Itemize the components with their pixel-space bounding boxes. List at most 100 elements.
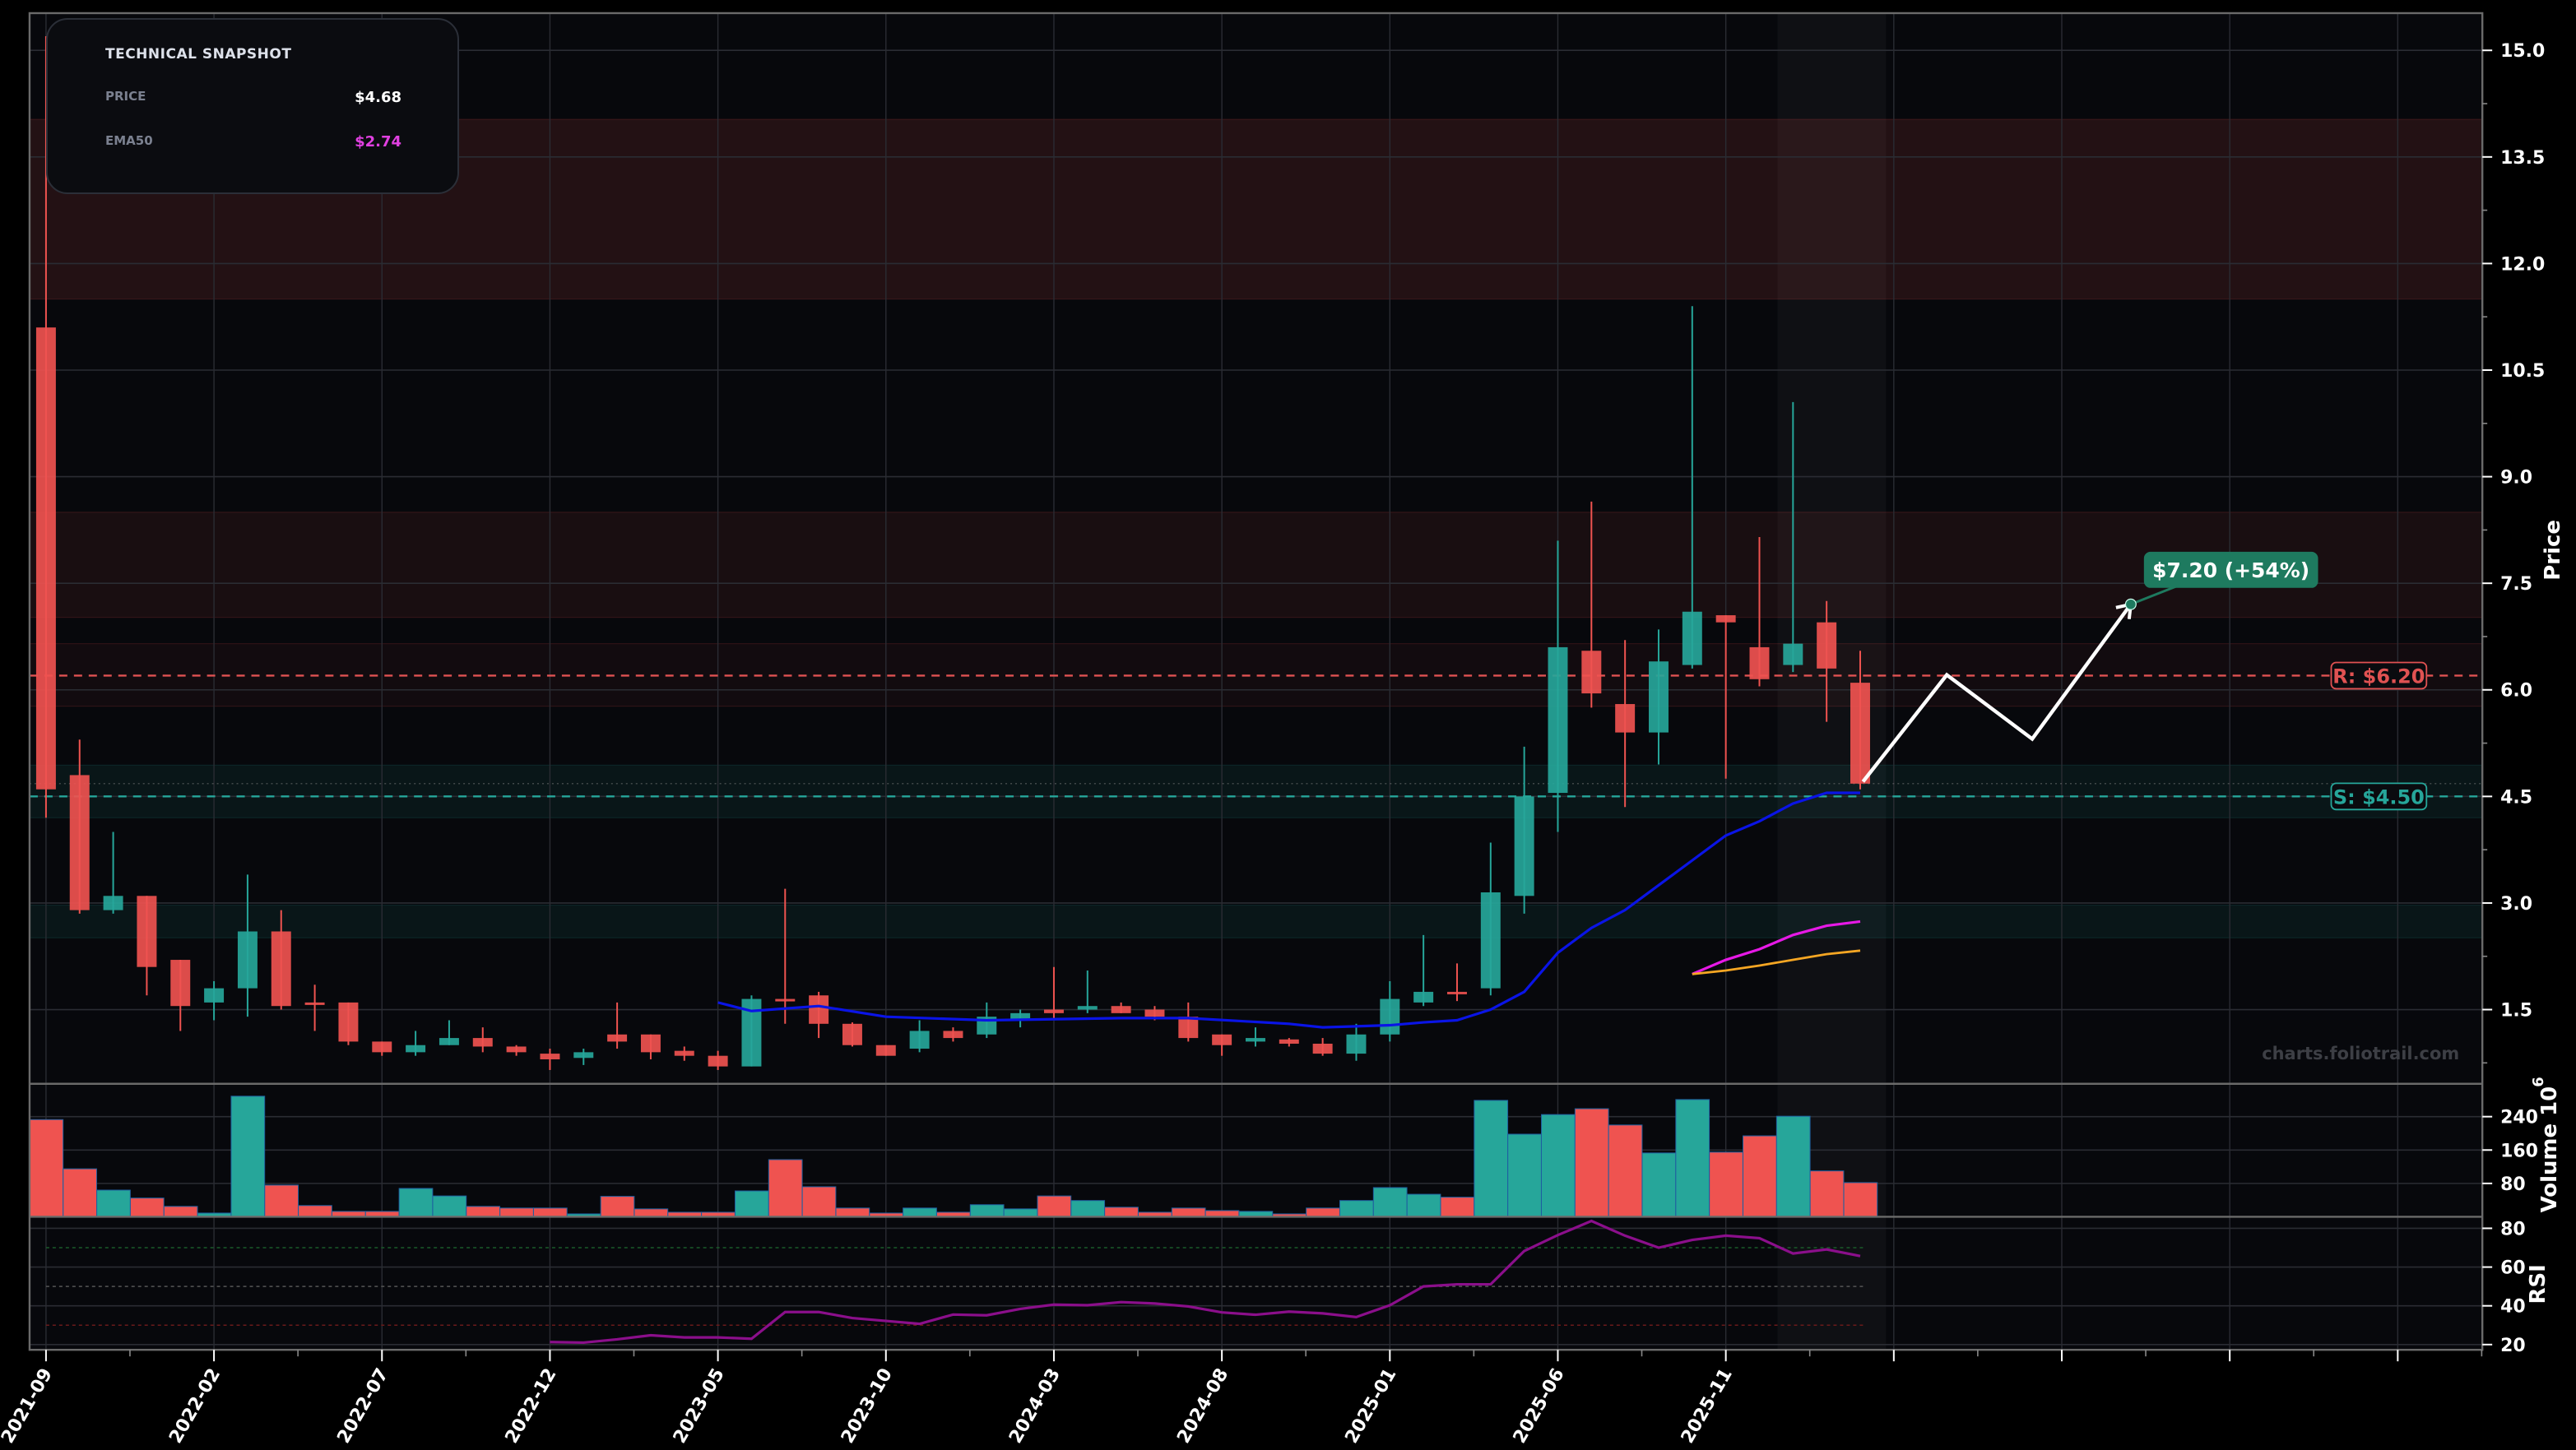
volume-bar	[432, 1195, 467, 1217]
volume-bar	[835, 1207, 870, 1217]
rsi-tick-label: 60	[2500, 1258, 2526, 1279]
time-tick-label: 2022-12	[502, 1365, 561, 1447]
candle-down	[607, 1034, 628, 1042]
zone-resistance	[29, 512, 2483, 618]
candle-down	[1817, 622, 1837, 669]
candle-up	[1346, 1034, 1367, 1054]
candle-up	[1682, 611, 1702, 665]
volume-bar	[903, 1207, 937, 1217]
ema-magenta-line	[1692, 920, 1861, 975]
candle-down	[1581, 651, 1602, 694]
candle-down	[1312, 1043, 1333, 1054]
volume-bar	[1608, 1124, 1643, 1217]
candle-up	[406, 1045, 426, 1053]
time-tick-label: 2024-03	[1005, 1365, 1065, 1447]
price-tick-label: 7.5	[2500, 574, 2532, 595]
candle-up	[1514, 796, 1534, 896]
zone-support	[29, 904, 2483, 938]
time-tick-label: 2025-11	[1678, 1365, 1737, 1447]
candle-down	[35, 327, 56, 790]
volume-bar	[298, 1205, 332, 1217]
zone-support	[29, 764, 2483, 818]
volume-bar	[1541, 1114, 1576, 1217]
watermark: charts.foliotrail.com	[2262, 1044, 2459, 1063]
candle-up	[909, 1031, 930, 1049]
volume-bar	[734, 1190, 769, 1217]
volume-tick-label: 160	[2500, 1141, 2538, 1161]
volume-bar	[1574, 1108, 1609, 1217]
price-tick-label: 3.0	[2500, 894, 2532, 915]
ema-orange-line	[1692, 949, 1861, 975]
volume-bar	[801, 1186, 837, 1217]
candle-down	[1715, 615, 1736, 623]
candle-down	[1111, 1006, 1131, 1013]
target-label-box	[2143, 551, 2318, 588]
candle-down	[1212, 1034, 1232, 1045]
volume-bar	[466, 1206, 501, 1217]
volume-bar	[1507, 1133, 1542, 1217]
support-label-box	[2330, 782, 2428, 811]
volume-exponent: 6	[2530, 1077, 2547, 1087]
candle-down	[69, 775, 90, 910]
volume-bar	[1003, 1208, 1038, 1217]
volume-bar	[768, 1159, 803, 1217]
volume-bar	[1440, 1197, 1475, 1217]
candle-up	[204, 988, 225, 1003]
volume-bar	[63, 1168, 98, 1217]
volume-bar	[1037, 1195, 1072, 1217]
volume-bar	[398, 1188, 434, 1217]
candle-up	[1245, 1038, 1265, 1042]
time-tick-label: 2024-08	[1173, 1365, 1232, 1447]
volume-bar	[1641, 1152, 1677, 1217]
price-tick-label: 15.0	[2500, 41, 2545, 62]
price-tick-label: 4.5	[2500, 787, 2532, 808]
snapshot-price-label: PRICE	[105, 89, 146, 104]
candle-down	[304, 1002, 325, 1005]
time-tick-label: 2023-05	[670, 1365, 729, 1447]
candle-down	[271, 931, 291, 1007]
candle-up	[741, 998, 762, 1067]
price-tick-label: 1.5	[2500, 1001, 2532, 1021]
price-tick-label: 6.0	[2500, 681, 2532, 702]
candle-down	[137, 896, 157, 967]
volume-bar	[600, 1196, 635, 1217]
snapshot-price-value: $4.68	[355, 89, 401, 106]
volume-bar	[163, 1206, 198, 1217]
candle-down	[708, 1055, 728, 1067]
volume-bar	[1171, 1207, 1206, 1217]
projection-path	[1861, 603, 2133, 783]
ema-blue-line	[717, 791, 1860, 1029]
technical-snapshot-panel: TECHNICAL SNAPSHOT PRICE $4.68 EMA50 $2.…	[46, 18, 459, 194]
time-tick-label: 2021-09	[0, 1365, 57, 1447]
volume-bar	[1809, 1170, 1845, 1217]
candle-down	[372, 1041, 392, 1053]
candle-down	[640, 1034, 661, 1053]
candle-down	[1144, 1009, 1165, 1017]
candle-up	[1077, 1006, 1098, 1010]
rsi-tick-label: 20	[2500, 1336, 2526, 1356]
volume-bar	[1474, 1100, 1509, 1217]
volume-bar	[1775, 1115, 1811, 1217]
time-tick-label: 2022-02	[165, 1365, 225, 1447]
volume-bar	[532, 1207, 568, 1217]
candle-down	[1446, 991, 1467, 994]
rsi-tick-label: 40	[2500, 1297, 2526, 1318]
volume-bar	[129, 1198, 165, 1217]
resistance-label-box	[2330, 661, 2428, 690]
time-tick-label: 2025-01	[1341, 1365, 1400, 1447]
volume-bar	[1675, 1099, 1710, 1217]
volume-bar	[1339, 1200, 1374, 1217]
rsi-line	[550, 1219, 1861, 1345]
candle-up	[1010, 1012, 1031, 1021]
candle-down	[1850, 683, 1870, 784]
volume-tick-label: 80	[2500, 1174, 2526, 1195]
price-tick-label: 12.0	[2500, 254, 2545, 275]
price-tick-label: 13.5	[2500, 148, 2545, 169]
volume-axis-title: Volume 10	[2537, 1086, 2562, 1213]
snapshot-ema50-value: $2.74	[355, 133, 401, 151]
volume-bar	[96, 1189, 131, 1217]
volume-bar	[634, 1208, 669, 1217]
candle-down	[540, 1054, 560, 1060]
